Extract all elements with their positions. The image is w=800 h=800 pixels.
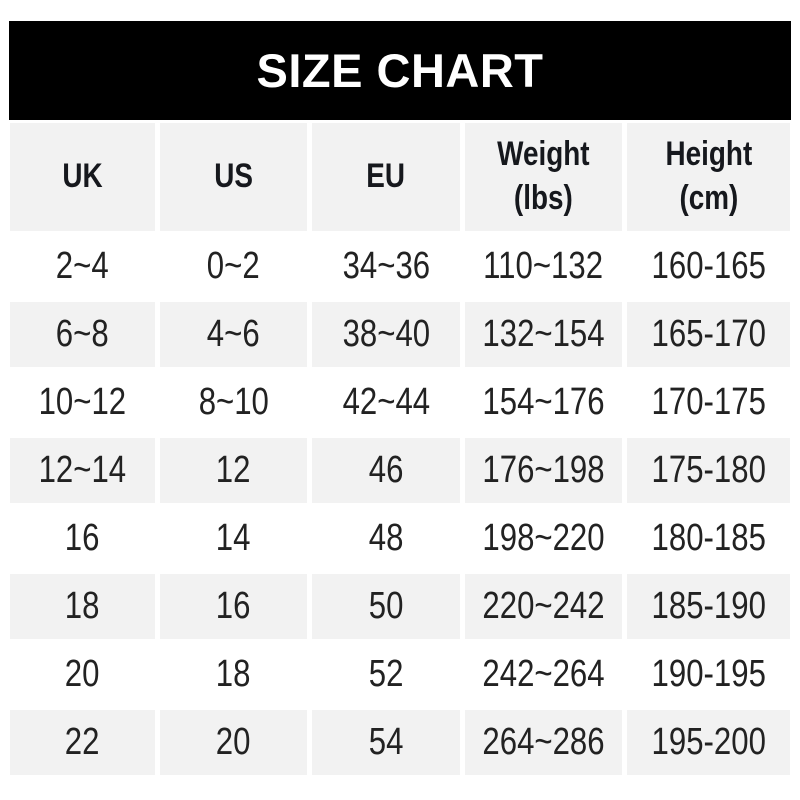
cell-value: 242~264 xyxy=(482,653,605,695)
cell-value: 48 xyxy=(368,517,404,559)
cell-value: 8~10 xyxy=(198,381,269,423)
cell-value: 185-190 xyxy=(651,585,766,627)
cell-weight: 220~242 xyxy=(465,574,622,639)
cell-value: 42~44 xyxy=(342,381,430,423)
cell-us: 16 xyxy=(160,574,307,639)
cell-eu: 52 xyxy=(312,642,460,707)
cell-height: 170-175 xyxy=(627,370,790,435)
cell-value: 110~132 xyxy=(483,245,604,287)
cell-uk: 22 xyxy=(10,710,155,775)
cell-value: 20 xyxy=(216,721,251,763)
cell-value: 175-180 xyxy=(651,449,766,491)
cell-value: 154~176 xyxy=(482,381,605,423)
cell-value: 132~154 xyxy=(482,313,605,355)
cell-value: 22 xyxy=(65,721,100,763)
cell-us: 0~2 xyxy=(160,234,307,299)
cell-value: 195-200 xyxy=(651,721,766,763)
header-cell-height: Height (cm) xyxy=(627,123,790,231)
cell-eu: 54 xyxy=(312,710,460,775)
cell-height: 160-165 xyxy=(627,234,790,299)
cell-value: 264~286 xyxy=(482,721,605,763)
cell-uk: 18 xyxy=(10,574,155,639)
cell-height: 190-195 xyxy=(627,642,790,707)
cell-value: 10~12 xyxy=(38,381,127,423)
cell-us: 18 xyxy=(160,642,307,707)
cell-uk: 2~4 xyxy=(10,234,155,299)
cell-value: 18 xyxy=(216,653,251,695)
cell-value: 34~36 xyxy=(342,245,430,287)
cell-eu: 50 xyxy=(312,574,460,639)
cell-value: 170-175 xyxy=(651,381,766,423)
cell-height: 180-185 xyxy=(627,506,790,571)
cell-weight: 110~132 xyxy=(465,234,622,299)
cell-value: 46 xyxy=(368,449,404,491)
cell-uk: 10~12 xyxy=(10,370,155,435)
cell-eu: 46 xyxy=(312,438,460,503)
header-label-uk: UK xyxy=(62,157,103,196)
cell-us: 20 xyxy=(160,710,307,775)
cell-eu: 48 xyxy=(312,506,460,571)
cell-weight: 176~198 xyxy=(465,438,622,503)
header-cell-eu: EU xyxy=(312,123,460,231)
page-title: SIZE CHART xyxy=(256,44,544,97)
header-cell-weight: Weight (lbs) xyxy=(465,123,622,231)
cell-eu: 42~44 xyxy=(312,370,460,435)
cell-us: 8~10 xyxy=(160,370,307,435)
cell-weight: 198~220 xyxy=(465,506,622,571)
cell-value: 12~14 xyxy=(38,449,127,491)
cell-value: 198~220 xyxy=(482,517,605,559)
cell-value: 16 xyxy=(216,585,251,627)
size-chart-banner: SIZE CHART xyxy=(9,21,791,120)
cell-value: 12 xyxy=(216,449,251,491)
cell-value: 6~8 xyxy=(56,313,109,355)
cell-value: 165-170 xyxy=(651,313,766,355)
cell-us: 12 xyxy=(160,438,307,503)
cell-value: 38~40 xyxy=(342,313,430,355)
cell-uk: 6~8 xyxy=(10,302,155,367)
cell-value: 16 xyxy=(65,517,100,559)
cell-value: 176~198 xyxy=(482,449,605,491)
cell-value: 18 xyxy=(65,585,100,627)
cell-weight: 154~176 xyxy=(465,370,622,435)
size-chart-table: UK US EU Weight (lbs) Height (cm) 2~4 0~… xyxy=(10,123,790,775)
header-label-us: US xyxy=(214,157,253,196)
cell-uk: 20 xyxy=(10,642,155,707)
cell-us: 14 xyxy=(160,506,307,571)
cell-uk: 12~14 xyxy=(10,438,155,503)
cell-us: 4~6 xyxy=(160,302,307,367)
cell-value: 50 xyxy=(368,585,404,627)
header-label-weight: Weight (lbs) xyxy=(497,135,590,217)
cell-value: 190-195 xyxy=(651,653,766,695)
cell-height: 195-200 xyxy=(627,710,790,775)
cell-height: 175-180 xyxy=(627,438,790,503)
header-label-height: Height (cm) xyxy=(665,135,752,217)
cell-value: 54 xyxy=(368,721,404,763)
cell-weight: 132~154 xyxy=(465,302,622,367)
cell-height: 185-190 xyxy=(627,574,790,639)
cell-value: 52 xyxy=(368,653,404,695)
cell-value: 180-185 xyxy=(651,517,766,559)
cell-value: 14 xyxy=(216,517,251,559)
cell-weight: 264~286 xyxy=(465,710,622,775)
header-cell-uk: UK xyxy=(10,123,155,231)
cell-value: 20 xyxy=(65,653,100,695)
cell-weight: 242~264 xyxy=(465,642,622,707)
header-label-eu: EU xyxy=(366,157,406,196)
cell-eu: 38~40 xyxy=(312,302,460,367)
cell-eu: 34~36 xyxy=(312,234,460,299)
cell-value: 0~2 xyxy=(207,245,260,287)
header-cell-us: US xyxy=(160,123,307,231)
cell-value: 160-165 xyxy=(651,245,766,287)
cell-height: 165-170 xyxy=(627,302,790,367)
cell-value: 220~242 xyxy=(482,585,605,627)
cell-uk: 16 xyxy=(10,506,155,571)
cell-value: 2~4 xyxy=(56,245,109,287)
cell-value: 4~6 xyxy=(207,313,260,355)
